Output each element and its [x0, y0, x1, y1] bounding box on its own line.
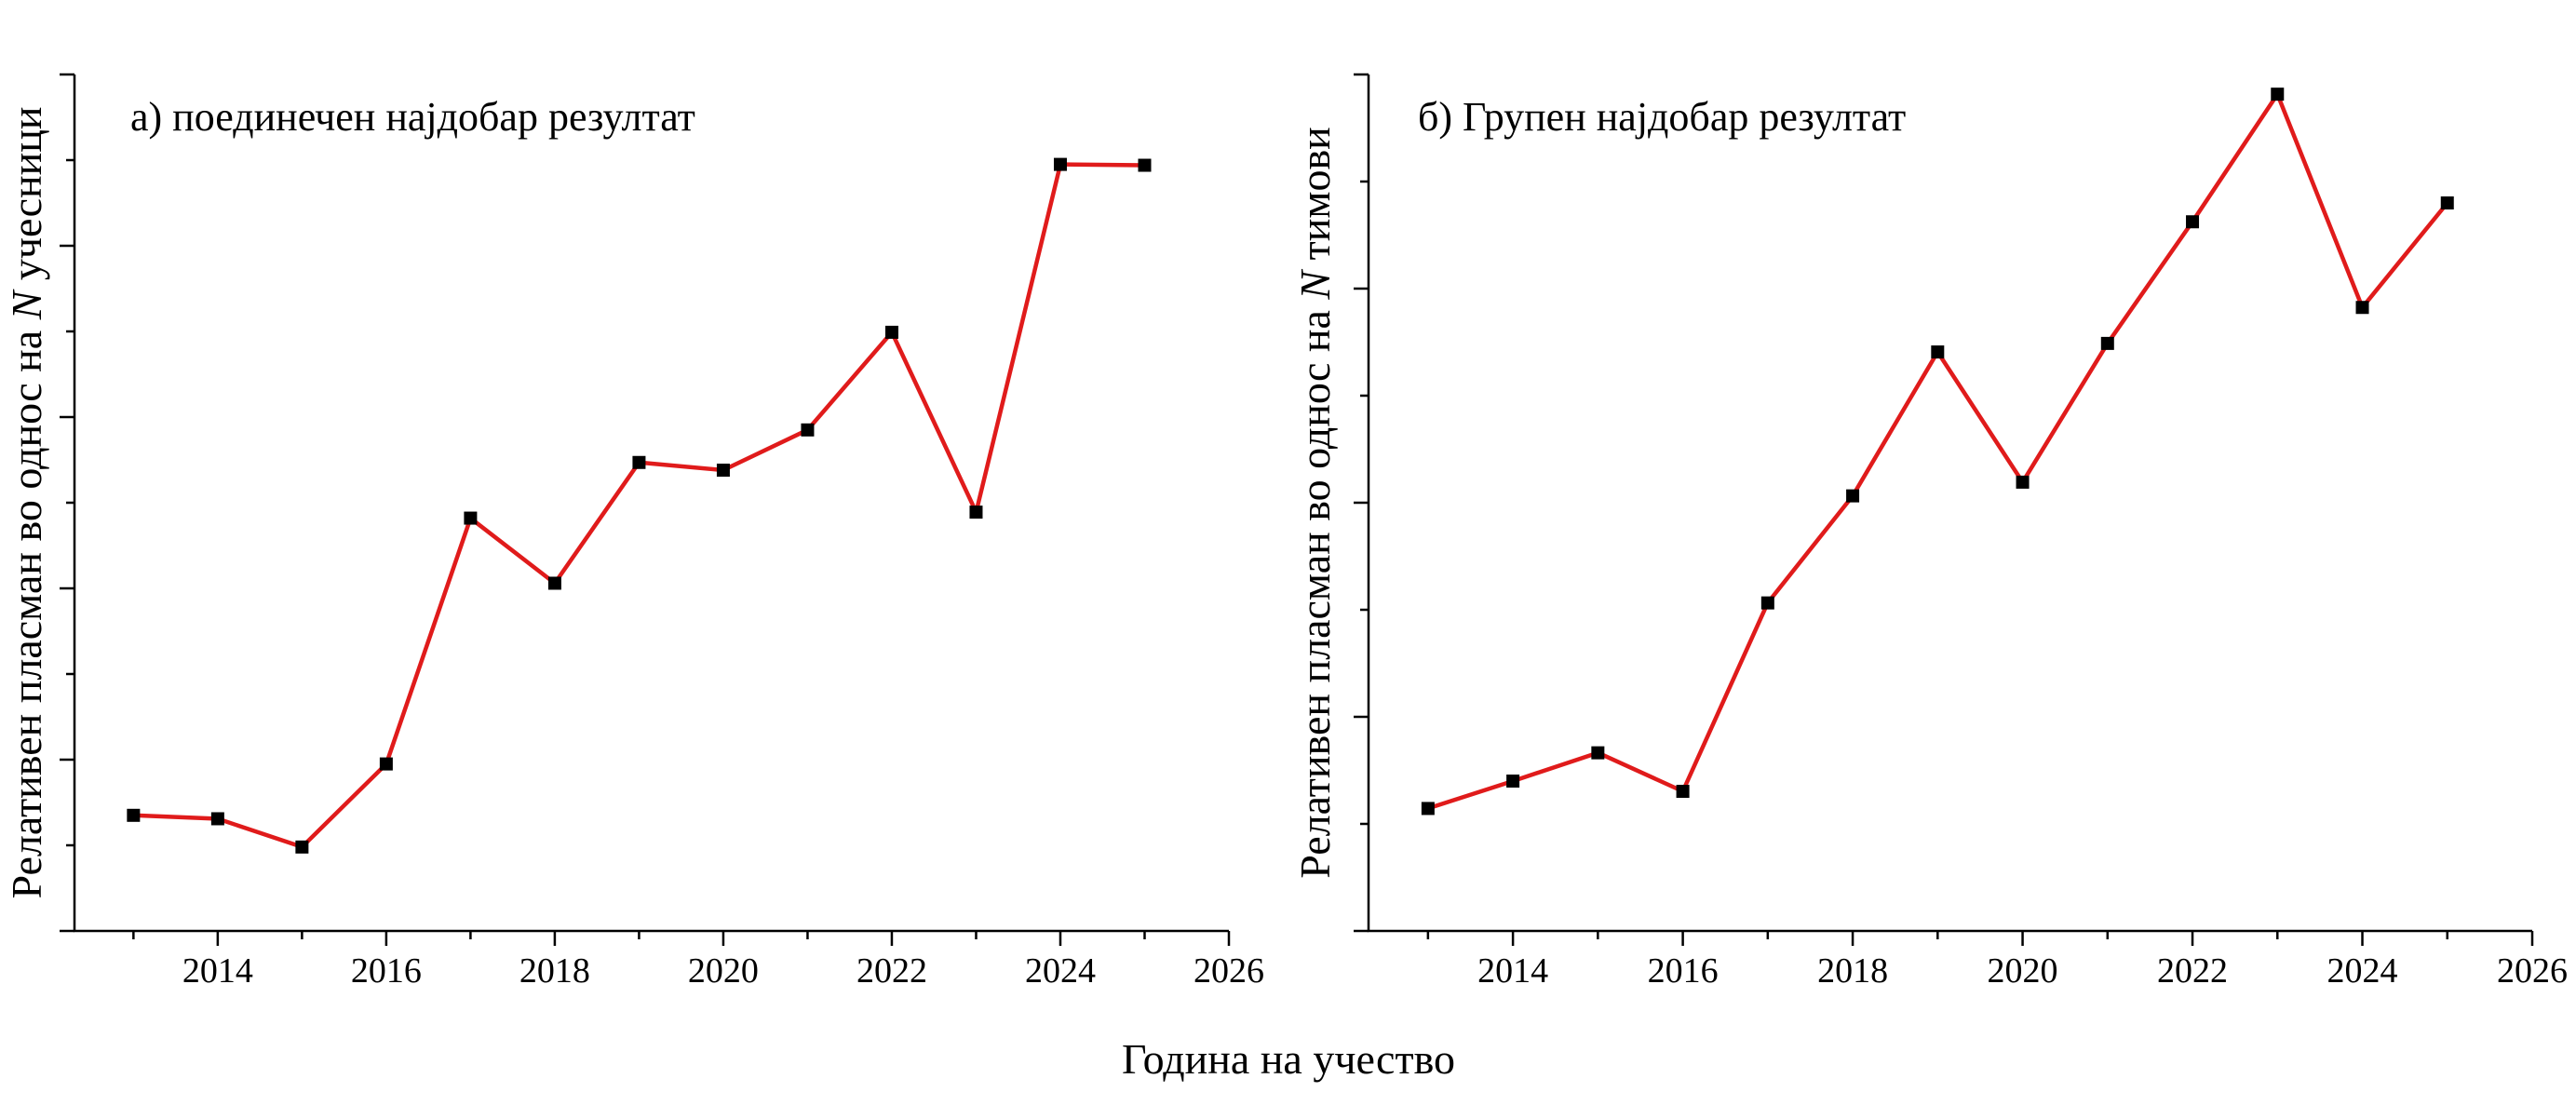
panel-a-ylabel: Релативен пласман во однос на N учесници	[3, 107, 50, 899]
panel-a-xtick-label: 2024	[1025, 951, 1096, 991]
panel-a-data-point	[127, 808, 141, 822]
panel-b-data-point	[2186, 215, 2200, 229]
panel-a-ticks: 2014 2016 2018 2020 2022 2024 2026	[60, 73, 1264, 991]
panel-a-axes	[73, 74, 1229, 933]
panel-b-title: б) Групен најдобар резултат	[1418, 94, 1906, 140]
panel-a-xtick-label: 2026	[1194, 951, 1264, 991]
panel-a-data-point	[969, 506, 983, 519]
panel-b-plot	[1421, 88, 2454, 816]
panel-b-data-point	[1591, 746, 1605, 760]
panel-a-data-point	[464, 511, 478, 525]
panel-a-series-line	[133, 162, 1145, 850]
x-axis-label: Година на учество	[1122, 1035, 1455, 1083]
panel-a-data-point	[1053, 157, 1067, 171]
panel-b-xtick-label: 2022	[2157, 951, 2228, 991]
panel-a-data-point	[295, 840, 309, 854]
panel-b-xtick-label: 2020	[1988, 951, 2058, 991]
panel-a-data-point	[884, 325, 898, 339]
panel-b-data-point	[2100, 336, 2114, 350]
panel-a-data-point	[801, 423, 815, 437]
panel-a-data-point	[379, 757, 393, 771]
panel-a-xtick-label: 2016	[351, 951, 422, 991]
panel-b-xtick-label: 2026	[2497, 951, 2568, 991]
panel-a-xtick-label: 2018	[519, 951, 590, 991]
panel-a-data-point	[547, 576, 561, 590]
panel-b-ylabel: Релативен пласман во однос на N тимови	[1291, 127, 1339, 879]
panel-a-xtick-label: 2020	[688, 951, 759, 991]
panel-b-xtick-label: 2018	[1817, 951, 1888, 991]
panel-b-axes	[1367, 74, 2532, 933]
panel-b-data-point	[2355, 301, 2369, 315]
panel-b-series-line	[1427, 91, 2449, 811]
panel-a-title: а) поединечен најдобар резултат	[130, 94, 695, 140]
panel-b-data-point	[1931, 345, 1945, 359]
panel-a-data-point	[1138, 158, 1152, 172]
panel-b-ylabel-suffix: тимови	[1291, 127, 1339, 271]
panel-b: 2014 2016 2018 2020 2022 2024 2026 б) Групен н…	[1291, 73, 2568, 991]
panel-a-xtick-label: 2022	[856, 951, 927, 991]
panel-a-data-point	[210, 812, 224, 826]
panel-a-data-point	[632, 455, 646, 469]
panel-b-ylabel-prefix: Релативен пласман во однос на	[1291, 300, 1339, 879]
panel-b-xtick-label: 2016	[1648, 951, 1719, 991]
panel-b-data-point	[2440, 196, 2454, 209]
panel-b-data-point	[1421, 802, 1435, 816]
panel-a-ylabel-suffix: учесници	[3, 107, 50, 291]
panel-a-plot	[127, 157, 1152, 854]
panel-b-data-point	[1760, 596, 1774, 610]
panel-b-ylabel-var: N	[1291, 269, 1339, 301]
panel-a: 2014 2016 2018 2020 2022 2024 2026 а) поединеч…	[3, 73, 1264, 991]
panel-a-data-point	[716, 464, 730, 478]
panel-a-ylabel-prefix: Релативен пласман во однос на	[3, 319, 50, 898]
panel-a-xtick-label: 2014	[182, 951, 253, 991]
panel-b-data-point	[1506, 775, 1520, 788]
panel-b-ticks: 2014 2016 2018 2020 2022 2024 2026	[1354, 73, 2568, 991]
panel-b-data-point	[2016, 475, 2030, 489]
panel-b-data-point	[1676, 785, 1690, 799]
panel-b-data-point	[1846, 489, 1860, 503]
panel-b-data-point	[2271, 88, 2285, 101]
panel-b-xtick-label: 2014	[1477, 951, 1548, 991]
panel-a-ylabel-var: N	[3, 289, 50, 320]
panel-b-xtick-label: 2024	[2327, 951, 2398, 991]
